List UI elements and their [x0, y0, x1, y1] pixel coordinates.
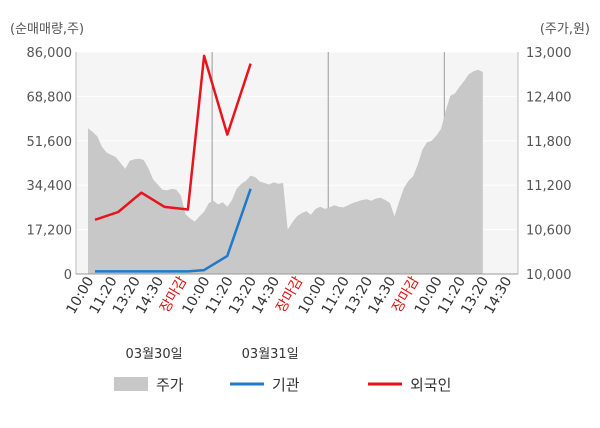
- right-axis: 13,000 12,400 11,800 11,200 10,600 10,000: [517, 46, 572, 283]
- right-tick-label: 11,800: [526, 135, 572, 150]
- x-axis: 10:0011:2013:2014:30장마감10:0011:2013:2014…: [63, 273, 518, 317]
- legend: 주가 기관 외국인: [114, 376, 451, 394]
- left-tick-label: 86,000: [27, 46, 73, 61]
- left-axis: 86,000 68,800 51,600 34,400 17,200 0: [27, 46, 77, 283]
- legend-label: 외국인: [410, 376, 451, 394]
- left-tick-label: 68,800: [27, 90, 73, 105]
- left-axis-unit: (순매매량,주): [10, 22, 84, 37]
- left-tick-label: 17,200: [27, 224, 73, 239]
- right-tick-label: 12,400: [526, 90, 572, 105]
- right-axis-unit: (주가,원): [540, 22, 590, 37]
- price-area: [88, 69, 483, 274]
- date-label: 03월31일: [242, 347, 299, 362]
- right-tick-label: 13,000: [526, 46, 572, 61]
- legend-label: 기관: [272, 376, 300, 394]
- right-tick-label: 10,000: [526, 268, 572, 283]
- right-tick-label: 11,200: [526, 179, 572, 194]
- left-tick-label: 34,400: [27, 179, 73, 194]
- legend-label: 주가: [156, 376, 184, 394]
- left-tick-label: 0: [64, 268, 72, 283]
- foreigner-line: [94, 54, 252, 221]
- legend-swatch-price: [114, 377, 148, 391]
- date-label: 03월30일: [126, 347, 183, 362]
- date-labels: 03월30일 03월31일: [126, 347, 299, 362]
- right-tick-label: 10,600: [526, 224, 572, 239]
- series-marks: [88, 54, 483, 274]
- left-tick-label: 51,600: [27, 135, 73, 150]
- institution-line: [95, 188, 252, 273]
